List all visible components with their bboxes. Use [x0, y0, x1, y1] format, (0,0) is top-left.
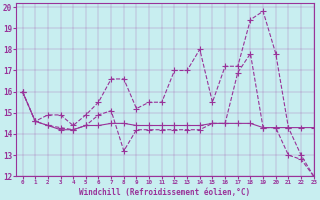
X-axis label: Windchill (Refroidissement éolien,°C): Windchill (Refroidissement éolien,°C): [79, 188, 251, 197]
